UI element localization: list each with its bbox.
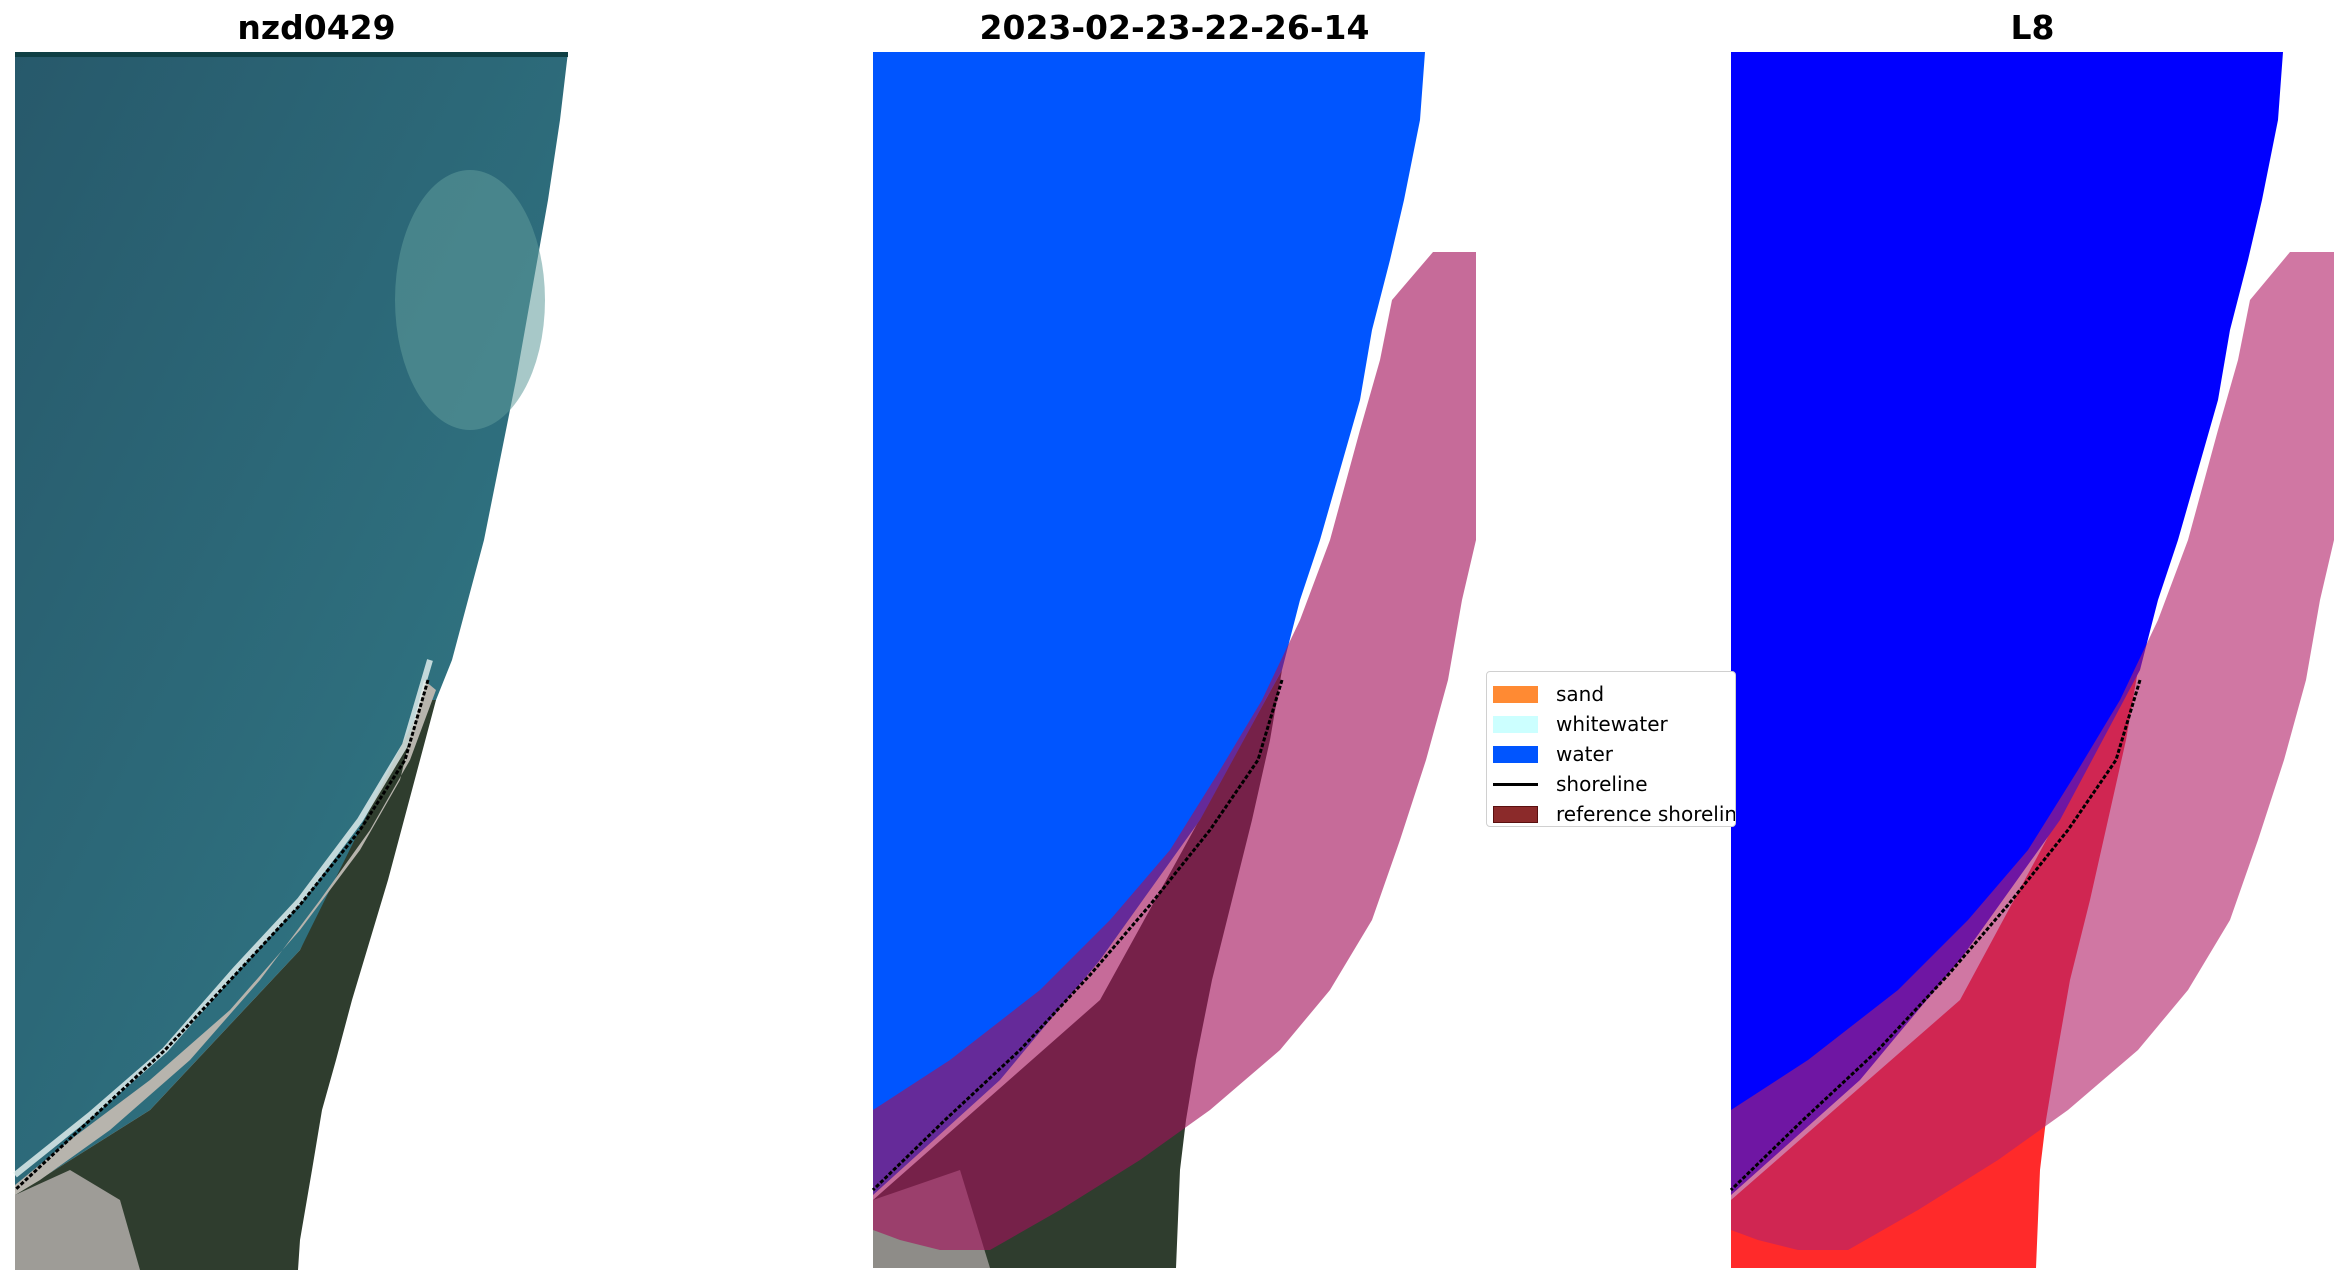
legend-label: whitewater — [1556, 712, 1668, 736]
shoreline-line — [13, 679, 430, 1192]
sediment-plume — [395, 170, 545, 430]
legend: sand whitewater water shoreline referenc… — [1486, 671, 1736, 827]
panel-rgb: nzd0429 — [0, 0, 760, 1283]
reference-buffer — [873, 252, 1476, 1250]
reference-buffer — [1731, 252, 2334, 1250]
rocky-headland — [15, 1170, 140, 1270]
water-class-area — [873, 52, 1425, 1195]
legend-swatch-water — [1493, 745, 1538, 763]
water-index-area — [1731, 52, 2283, 1195]
legend-item-reference-shoreline: reference shoreline — [1493, 800, 1736, 826]
legend-swatch-reference-shoreline — [1493, 805, 1538, 823]
legend-item-shoreline: shoreline — [1493, 770, 1648, 798]
legend-item-whitewater: whitewater — [1493, 710, 1668, 738]
panel-title-classification: 2023-02-23-22-26-14 — [979, 8, 1370, 47]
legend-label: sand — [1556, 682, 1605, 706]
panel-classification: 2023-02-23-22-26-14 — [871, 8, 1476, 1268]
legend-item-water: water — [1493, 740, 1613, 768]
panel-title-rgb: nzd0429 — [237, 8, 396, 47]
legend-swatch-whitewater — [1493, 715, 1538, 733]
image-top-edge — [15, 52, 568, 57]
legend-item-sand: sand — [1493, 680, 1604, 708]
rgb-satellite-image — [13, 52, 568, 1270]
legend-label: water — [1556, 742, 1613, 766]
classification-image — [871, 52, 1476, 1268]
legend-line-shoreline — [1493, 782, 1538, 786]
legend-label: reference shoreline — [1556, 802, 1736, 826]
shoreline-line — [1729, 679, 2142, 1192]
surf-zone — [13, 659, 433, 1178]
shoreline-line — [871, 679, 1284, 1192]
legend-label: shoreline — [1556, 772, 1648, 796]
legend-swatch-sand — [1493, 685, 1538, 703]
panel-title-index: L8 — [2010, 8, 2055, 47]
